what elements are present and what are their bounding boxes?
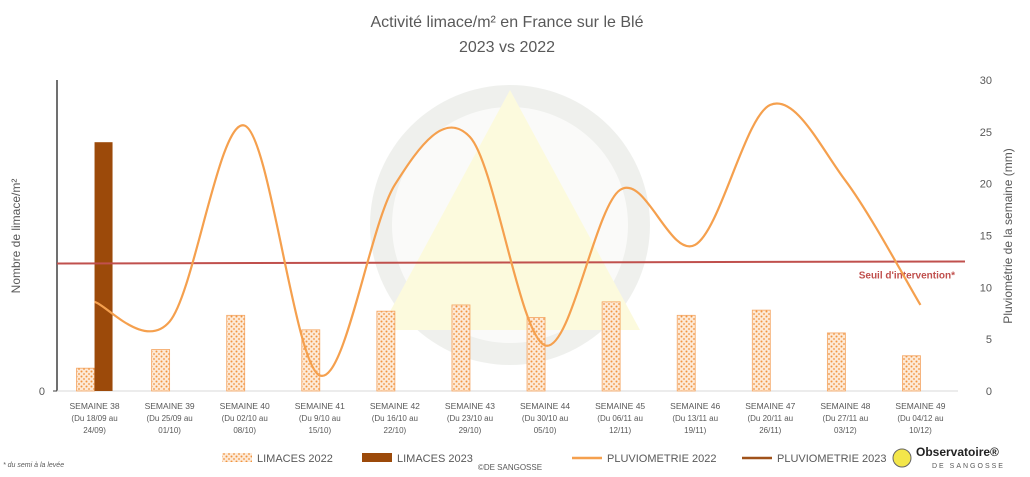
x-tick-label: SEMAINE 43 [445, 401, 495, 411]
x-tick-label: SEMAINE 47 [745, 401, 795, 411]
legend-label: LIMACES 2023 [397, 453, 473, 465]
line [94, 102, 922, 377]
x-tick-label: (Du 16/10 au [372, 414, 418, 423]
x-tick-label: 22/10) [384, 426, 407, 435]
threshold-label: Seuil d'intervention* [859, 270, 955, 281]
x-tick-label: SEMAINE 49 [895, 401, 945, 411]
x-tick-label: (Du 02/10 au [222, 414, 268, 423]
y2-tick-label: 10 [980, 282, 992, 294]
bar [451, 304, 471, 392]
bar [76, 367, 95, 392]
x-tick-label: SEMAINE 44 [520, 401, 570, 411]
watermark [370, 85, 650, 365]
x-tick-label: SEMAINE 41 [295, 401, 345, 411]
y2-tick-label: 0 [986, 386, 992, 398]
x-tick-label: 08/10) [233, 426, 256, 435]
chart-subtitle: 2023 vs 2022 [459, 39, 555, 56]
legend-label: PLUVIOMETRIE 2023 [777, 453, 886, 465]
x-tick-label: (Du 30/10 au [522, 414, 568, 423]
x-tick-label: 29/10) [459, 426, 482, 435]
credit: ©DE SANGOSSE [478, 463, 542, 472]
legend-label: PLUVIOMETRIE 2022 [607, 453, 716, 465]
bar [902, 355, 921, 392]
logo-icon [892, 448, 912, 468]
x-tick-label: 26/11) [759, 426, 781, 435]
bar [601, 301, 621, 392]
x-tick-label: (Du 04/12 au [897, 414, 943, 423]
logo-name: Observatoire® [916, 445, 999, 459]
bar [751, 309, 771, 392]
x-tick-label: SEMAINE 39 [145, 401, 195, 411]
x-tick-label: 24/09) [83, 426, 106, 435]
x-tick-label: (Du 9/10 au [299, 414, 341, 423]
x-tick-label: 03/12) [834, 426, 857, 435]
x-tick-label: SEMAINE 38 [70, 401, 120, 411]
y-tick-label: 0 [39, 386, 45, 398]
x-tick-label: 10/12) [909, 426, 932, 435]
x-tick-label: 05/10) [534, 426, 557, 435]
y2-tick-label: 30 [980, 75, 992, 87]
legend-label: LIMACES 2022 [257, 453, 333, 465]
chart-title: Activité limace/m² en France sur le Blé [371, 14, 644, 31]
x-tick-label: (Du 23/10 au [447, 414, 493, 423]
x-tick-label: (Du 20/11 au [747, 414, 793, 423]
bar [826, 332, 846, 392]
legend-swatch [222, 453, 252, 462]
logo-sub: DE SANGOSSE [932, 463, 1005, 470]
x-tick-label: 12/11) [609, 426, 631, 435]
x-tick-label: (Du 06/11 au [597, 414, 643, 423]
x-tick-label: (Du 13/11 au [672, 414, 718, 423]
bar [226, 314, 246, 392]
x-tick-label: (Du 25/09 au [146, 414, 192, 423]
y2-axis-label: Pluviométrie de la semaine (mm) [1001, 148, 1015, 323]
bar [676, 314, 696, 392]
y-axis-label: Nombre de limace/m² [9, 179, 23, 294]
bar [151, 349, 171, 392]
y2-tick-label: 25 [980, 127, 992, 139]
x-tick-label: 15/10) [308, 426, 331, 435]
x-tick-label: SEMAINE 45 [595, 401, 645, 411]
footnote: * du semi à la levée [3, 462, 64, 469]
bar [526, 316, 546, 392]
x-tick-label: SEMAINE 48 [820, 401, 870, 411]
x-tick-label: (Du 18/09 au [71, 414, 117, 423]
x-tick-label: SEMAINE 40 [220, 401, 270, 411]
y2-tick-label: 5 [986, 334, 992, 346]
bar [376, 310, 396, 392]
bar [94, 142, 113, 391]
y2-tick-label: 15 [980, 231, 992, 243]
x-tick-label: SEMAINE 42 [370, 401, 420, 411]
x-tick-label: SEMAINE 46 [670, 401, 720, 411]
x-tick-label: 01/10) [158, 426, 181, 435]
y2-tick-label: 20 [980, 179, 992, 191]
legend-swatch [362, 453, 392, 462]
x-tick-label: 19/11) [684, 426, 706, 435]
x-tick-label: (Du 27/11 au [823, 414, 869, 423]
